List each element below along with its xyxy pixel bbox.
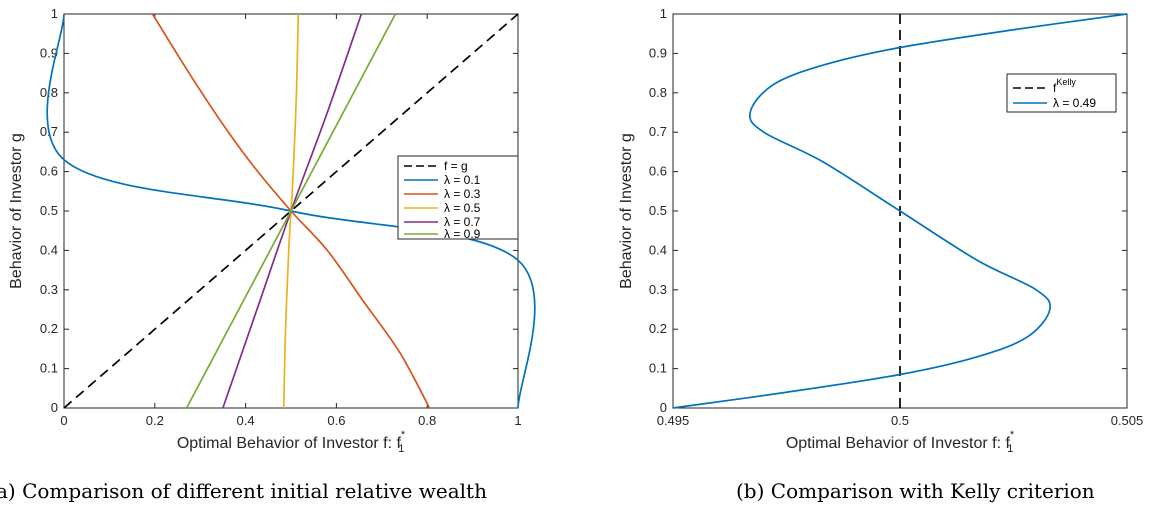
- y-tick-label: 0.4: [649, 242, 667, 257]
- y-tick-label: 0.9: [40, 45, 58, 60]
- legend-label-lambda-0-1: λ = 0.1: [444, 173, 481, 187]
- y-axis-label: Behavior of Investor g: [8, 133, 25, 289]
- tick-group: 0 0.2 0.4 0.6 0.8 100.10.20.30.40.50.60.70.80…: [40, 6, 522, 428]
- y-tick-label: 0.8: [649, 85, 667, 100]
- series-line: [63, 13, 519, 409]
- y-tick-label: 1: [51, 6, 58, 21]
- x-axis-label: Optimal Behavior of Investor f: f* 1: [177, 429, 406, 455]
- x-tick-label: 0.505: [1111, 413, 1144, 428]
- tick-group: 0.495 0.5 0.505 0 0.1 0.2 0.3 0.4 0.5 0.6 0.7 0.8 0.…: [649, 6, 1143, 428]
- y-tick-label: 0.6: [40, 164, 58, 179]
- legend-box: [397, 155, 519, 240]
- x-tick-label: 0.5: [891, 413, 909, 428]
- series-group: [672, 13, 1128, 409]
- y-tick-label: 1: [660, 6, 667, 21]
- legend-box: [1006, 73, 1117, 113]
- x-tick-label: 0.4: [237, 413, 255, 428]
- x-axis-label: Optimal Behavior of Investor f: f* 1: [786, 429, 1015, 455]
- legend-label-f-eq-g: f = g: [444, 159, 468, 173]
- y-tick-label: 0.2: [40, 321, 58, 336]
- y-tick-label: 0.7: [649, 124, 667, 139]
- x-tick-label: 0.2: [146, 413, 164, 428]
- legend-label-lambda-0-9: λ = 0.9: [444, 227, 481, 241]
- x-tick-label: 0.495: [657, 413, 690, 428]
- series-line: [672, 13, 1128, 409]
- y-tick-label: 0.5: [40, 203, 58, 218]
- y-tick-label: 0.9: [649, 45, 667, 60]
- y-tick-label: 0.3: [40, 282, 58, 297]
- y-axis-label: Behavior of Investor g: [618, 133, 635, 289]
- y-tick-label: 0: [51, 400, 58, 415]
- series-line: [185, 13, 397, 409]
- legend-label-lambda-0-5: λ = 0.5: [444, 201, 481, 215]
- legend-label-lambda-0-3: λ = 0.3: [444, 187, 481, 201]
- x-tick-label: 1: [514, 413, 521, 428]
- chart-panel-b: 0.495 0.5 0.505 0 0.1 0.2 0.3 0.4 0.5 0.6 0.7 0.8 0.…: [618, 6, 1143, 503]
- legend-label-lambda-0-49: λ = 0.49: [1053, 96, 1096, 110]
- caption-b: (b) Comparison with Kelly criterion: [736, 479, 1095, 503]
- legend-label-lambda-0-7: λ = 0.7: [444, 215, 481, 229]
- chart-panel-a: 0 0.2 0.4 0.6 0.8 100.10.20.30.40.50.60.70.80…: [0, 6, 536, 503]
- legend-label-f-kelly: fKelly: [1053, 77, 1076, 95]
- y-tick-label: 0.2: [649, 321, 667, 336]
- y-tick-label: 0.6: [649, 164, 667, 179]
- x-tick-label: 0.6: [327, 413, 345, 428]
- y-tick-label: 0.1: [649, 361, 667, 376]
- x-tick-label: 0.8: [418, 413, 436, 428]
- caption-a: a) Comparison of different initial relat…: [0, 479, 487, 503]
- y-tick-label: 0.5: [649, 203, 667, 218]
- y-tick-label: 0.3: [649, 282, 667, 297]
- y-tick-label: 0: [660, 400, 667, 415]
- x-tick-label: 0: [60, 413, 67, 428]
- legend: fKelly λ = 0.49: [1006, 73, 1117, 113]
- y-tick-label: 0.1: [40, 361, 58, 376]
- y-tick-label: 0.4: [40, 242, 58, 257]
- series-group: [46, 13, 536, 409]
- legend: f = g λ = 0.1 λ = 0.3 λ = 0.5 λ = 0.7 λ …: [397, 155, 519, 241]
